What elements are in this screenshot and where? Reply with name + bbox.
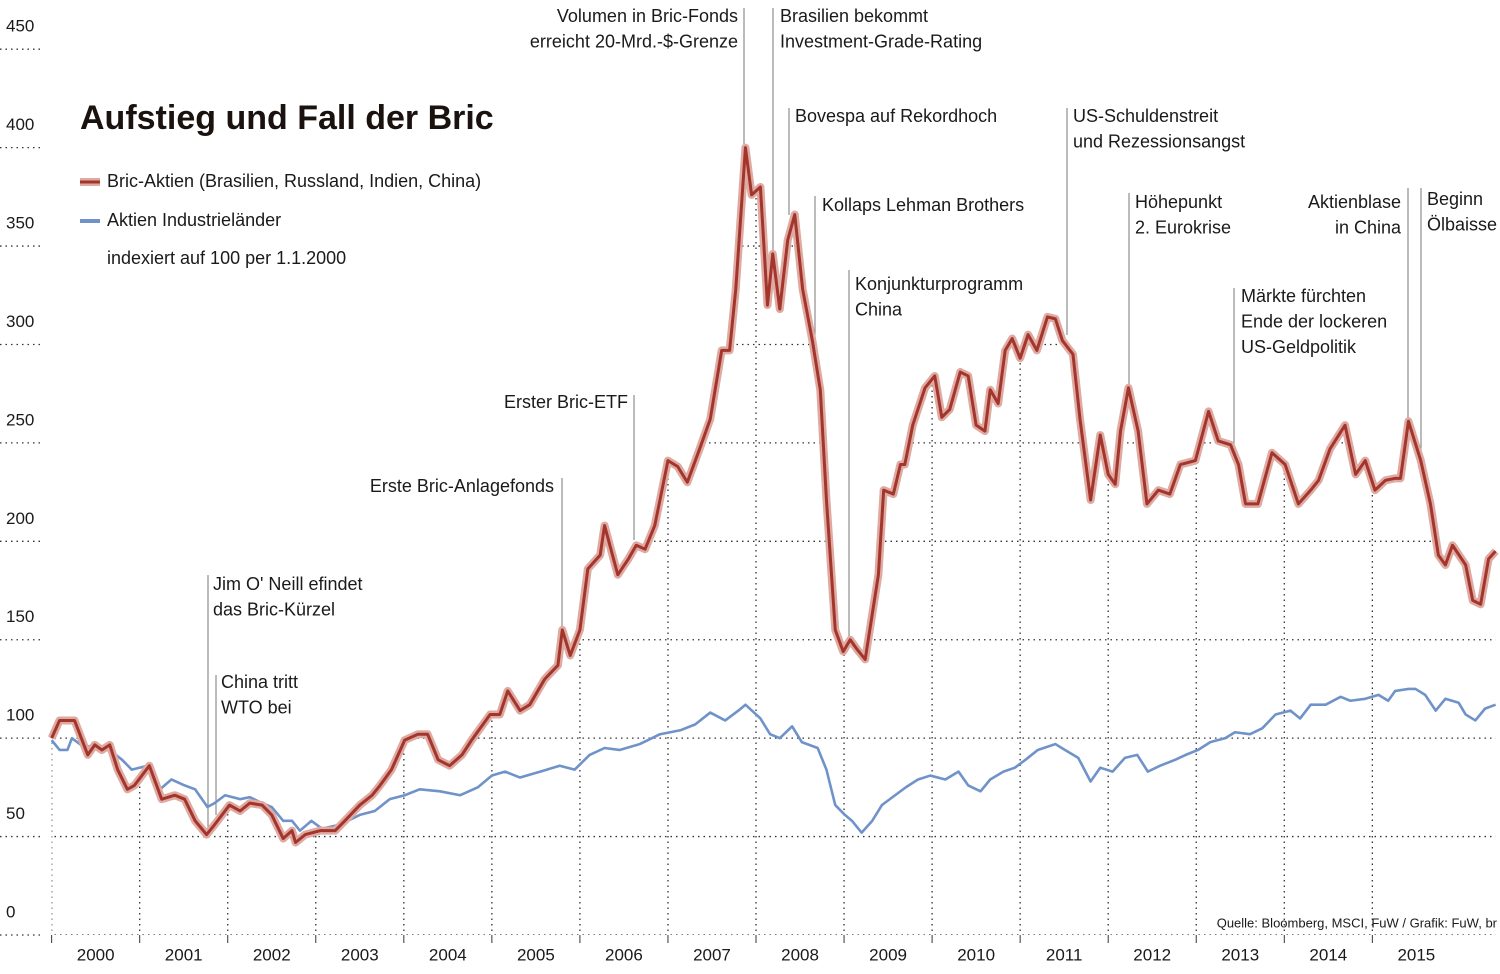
source: Quelle: Bloomberg, MSCI, FuW / Grafik: F… <box>1217 915 1498 930</box>
annotation: Jim O' Neill efindet <box>213 574 362 594</box>
annotation: Volumen in Bric-Fonds <box>557 6 738 26</box>
y-tick-label: 50 <box>6 804 25 823</box>
x-tick-label: 2003 <box>341 945 379 964</box>
y-tick-label: 150 <box>6 607 34 626</box>
annotation: und Rezessionsangst <box>1073 131 1245 151</box>
annotation: Aktienblase <box>1308 192 1401 212</box>
annotation: Ende der lockeren <box>1241 311 1387 331</box>
x-tick-label: 2013 <box>1221 945 1259 964</box>
annotation: Kollaps Lehman Brothers <box>822 195 1024 215</box>
annotation: in China <box>1335 217 1402 237</box>
x-tick-label: 2012 <box>1133 945 1171 964</box>
y-tick-label: 250 <box>6 410 34 429</box>
annotation: 2. Eurokrise <box>1135 217 1231 237</box>
y-tick-label: 100 <box>6 706 34 725</box>
x-tick-label: 2006 <box>605 945 643 964</box>
annotation: US-Geldpolitik <box>1241 337 1357 357</box>
annotation: WTO bei <box>221 697 292 717</box>
y-tick-label: 450 <box>6 17 34 36</box>
series-line <box>50 146 1497 844</box>
annotation: Konjunkturprogramm <box>855 274 1023 294</box>
chart-title: Aufstieg und Fall der Bric <box>80 99 494 137</box>
annotation: erreicht 20-Mrd.-$-Grenze <box>530 31 738 51</box>
x-tick-label: 2011 <box>1046 945 1083 964</box>
x-tick-label: 2014 <box>1309 945 1347 964</box>
legend-label: Aktien Industrieländer <box>107 210 281 230</box>
annotation: US-Schuldenstreit <box>1073 106 1218 126</box>
annotation: Brasilien bekommt <box>780 6 928 26</box>
annotation: Beginn <box>1427 189 1483 209</box>
annotation: Investment-Grade-Rating <box>780 31 982 51</box>
x-tick-label: 2007 <box>693 945 731 964</box>
x-tick-label: 2015 <box>1397 945 1435 964</box>
x-tick-label: 2010 <box>957 945 995 964</box>
annotation: Erster Bric-ETF <box>504 392 628 412</box>
annotation: China <box>855 299 903 319</box>
annotation: Erste Bric-Anlagefonds <box>370 476 554 496</box>
x-tick-label: 2008 <box>781 945 819 964</box>
x-tick-label: 2009 <box>869 945 907 964</box>
annotation: China tritt <box>221 672 298 692</box>
annotation: Höhepunkt <box>1135 192 1222 212</box>
x-tick-label: 2000 <box>77 945 115 964</box>
annotation: Ölbaisse <box>1427 214 1497 234</box>
x-tick-label: 2004 <box>429 945 467 964</box>
legend-label: Bric-Aktien (Brasilien, Russland, Indien… <box>107 171 481 191</box>
x-tick-label: 2001 <box>165 945 203 964</box>
note: indexiert auf 100 per 1.1.2000 <box>107 248 346 268</box>
x-tick-label: 2002 <box>253 945 291 964</box>
annotation: das Bric-Kürzel <box>213 599 335 619</box>
y-tick-label: 350 <box>6 214 34 233</box>
y-tick-label: 400 <box>6 115 34 134</box>
y-tick-label: 0 <box>6 902 15 921</box>
annotation: Märkte fürchten <box>1241 286 1366 306</box>
y-tick-label: 300 <box>6 312 34 331</box>
x-tick-label: 2005 <box>517 945 555 964</box>
y-tick-label: 200 <box>6 509 34 528</box>
annotation: Bovespa auf Rekordhoch <box>795 106 997 126</box>
